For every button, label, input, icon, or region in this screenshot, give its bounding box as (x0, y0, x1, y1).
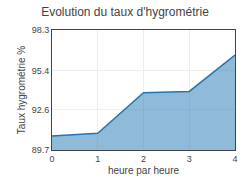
svg-text:98.3: 98.3 (32, 25, 50, 35)
svg-text:0: 0 (49, 154, 54, 164)
svg-text:1: 1 (95, 154, 100, 164)
svg-text:4: 4 (232, 154, 237, 164)
svg-text:3: 3 (187, 154, 192, 164)
svg-text:Evolution du taux d'hygrométri: Evolution du taux d'hygrométrie (41, 5, 209, 19)
svg-text:89.7: 89.7 (32, 145, 50, 155)
svg-text:2: 2 (141, 154, 146, 164)
svg-text:95.4: 95.4 (32, 66, 50, 76)
svg-text:Taux hygrométrie %: Taux hygrométrie % (16, 46, 27, 134)
svg-text:heure par heure: heure par heure (108, 165, 180, 176)
svg-text:92.6: 92.6 (32, 105, 50, 115)
